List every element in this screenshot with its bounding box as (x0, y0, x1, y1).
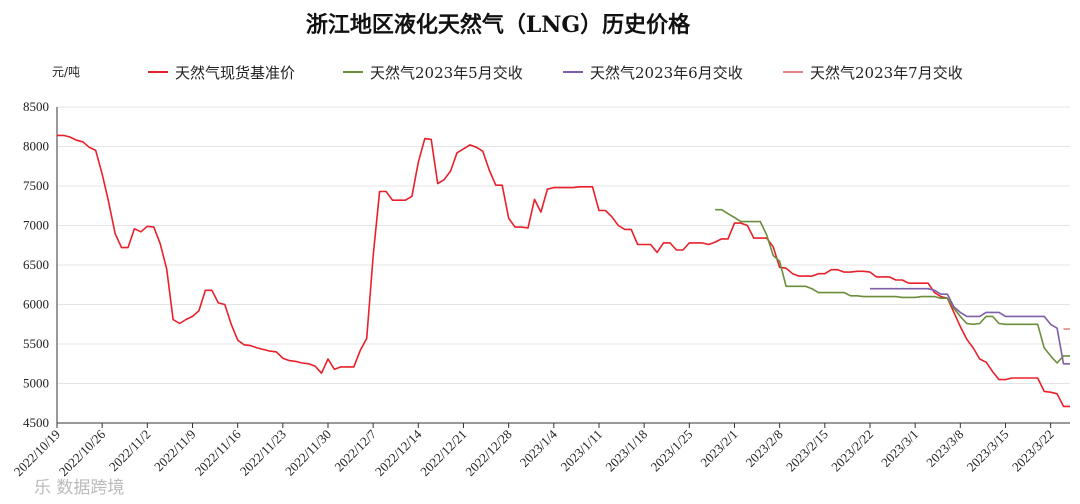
x-tick-label: 2023/1/18 (602, 427, 650, 475)
x-tick-label: 2022/12/28 (462, 427, 514, 479)
legend-label-2: 天然气2023年6月交收 (590, 64, 743, 82)
x-tick-label: 2022/12/14 (372, 426, 425, 479)
x-tick-label: 2023/2/22 (828, 427, 876, 475)
x-tick-label: 2023/1/11 (558, 427, 606, 475)
x-axis-ticks: 2022/10/192022/10/262022/11/22022/11/920… (11, 423, 1057, 479)
x-tick-label: 2022/11/30 (282, 427, 334, 479)
series-line-2 (870, 287, 1070, 365)
x-tick-label: 2022/11/16 (192, 426, 244, 478)
y-tick-label: 6500 (23, 257, 49, 272)
x-tick-label: 2023/2/15 (783, 427, 831, 475)
x-tick-label: 2023/2/1 (697, 427, 740, 470)
y-tick-label: 7500 (23, 178, 49, 193)
x-tick-label: 2023/3/22 (1009, 427, 1057, 475)
x-tick-label: 2023/2/8 (742, 427, 785, 470)
x-tick-label: 2023/3/15 (964, 427, 1012, 475)
x-tick-label: 2022/11/23 (237, 427, 289, 479)
y-tick-label: 6000 (23, 297, 49, 312)
series-lines (57, 134, 1070, 408)
x-tick-label: 2023/3/1 (878, 427, 921, 470)
x-tick-label: 2023/3/8 (923, 427, 966, 470)
chart-title: 浙江地区液化天然气（LNG）历史价格 (306, 12, 691, 38)
gridlines (57, 106, 1070, 424)
watermark: 乐 数据跨境 (34, 478, 124, 498)
y-tick-label: 5000 (23, 376, 49, 391)
axes (56, 107, 1070, 424)
series-line-0 (57, 134, 1070, 408)
legend: 天然气现货基准价 天然气2023年5月交收 天然气2023年6月交收 天然气2023年… (148, 64, 963, 82)
y-tick-label: 8500 (23, 99, 49, 114)
x-tick-label: 2023/1/4 (517, 426, 561, 470)
y-axis-ticks: 4500 5000 5500 6000 6500 7000 7500 8000 8500 (23, 99, 49, 430)
y-axis-unit-label: 元/吨 (52, 65, 80, 79)
x-tick-label: 2022/10/19 (11, 427, 63, 479)
x-tick-label: 2023/1/25 (648, 427, 696, 475)
y-tick-label: 8000 (23, 139, 49, 154)
x-tick-label: 2022/11/2 (106, 427, 154, 475)
series-line-1 (715, 208, 1070, 364)
legend-label-0: 天然气现货基准价 (175, 64, 295, 82)
x-tick-label: 2022/12/21 (417, 427, 469, 479)
y-tick-label: 7000 (23, 218, 49, 233)
y-tick-label: 5500 (23, 336, 49, 351)
legend-label-1: 天然气2023年5月交收 (370, 64, 523, 82)
y-tick-label: 4500 (23, 415, 49, 430)
x-tick-label: 2022/10/26 (56, 426, 109, 479)
legend-label-3: 天然气2023年7月交收 (810, 64, 963, 82)
